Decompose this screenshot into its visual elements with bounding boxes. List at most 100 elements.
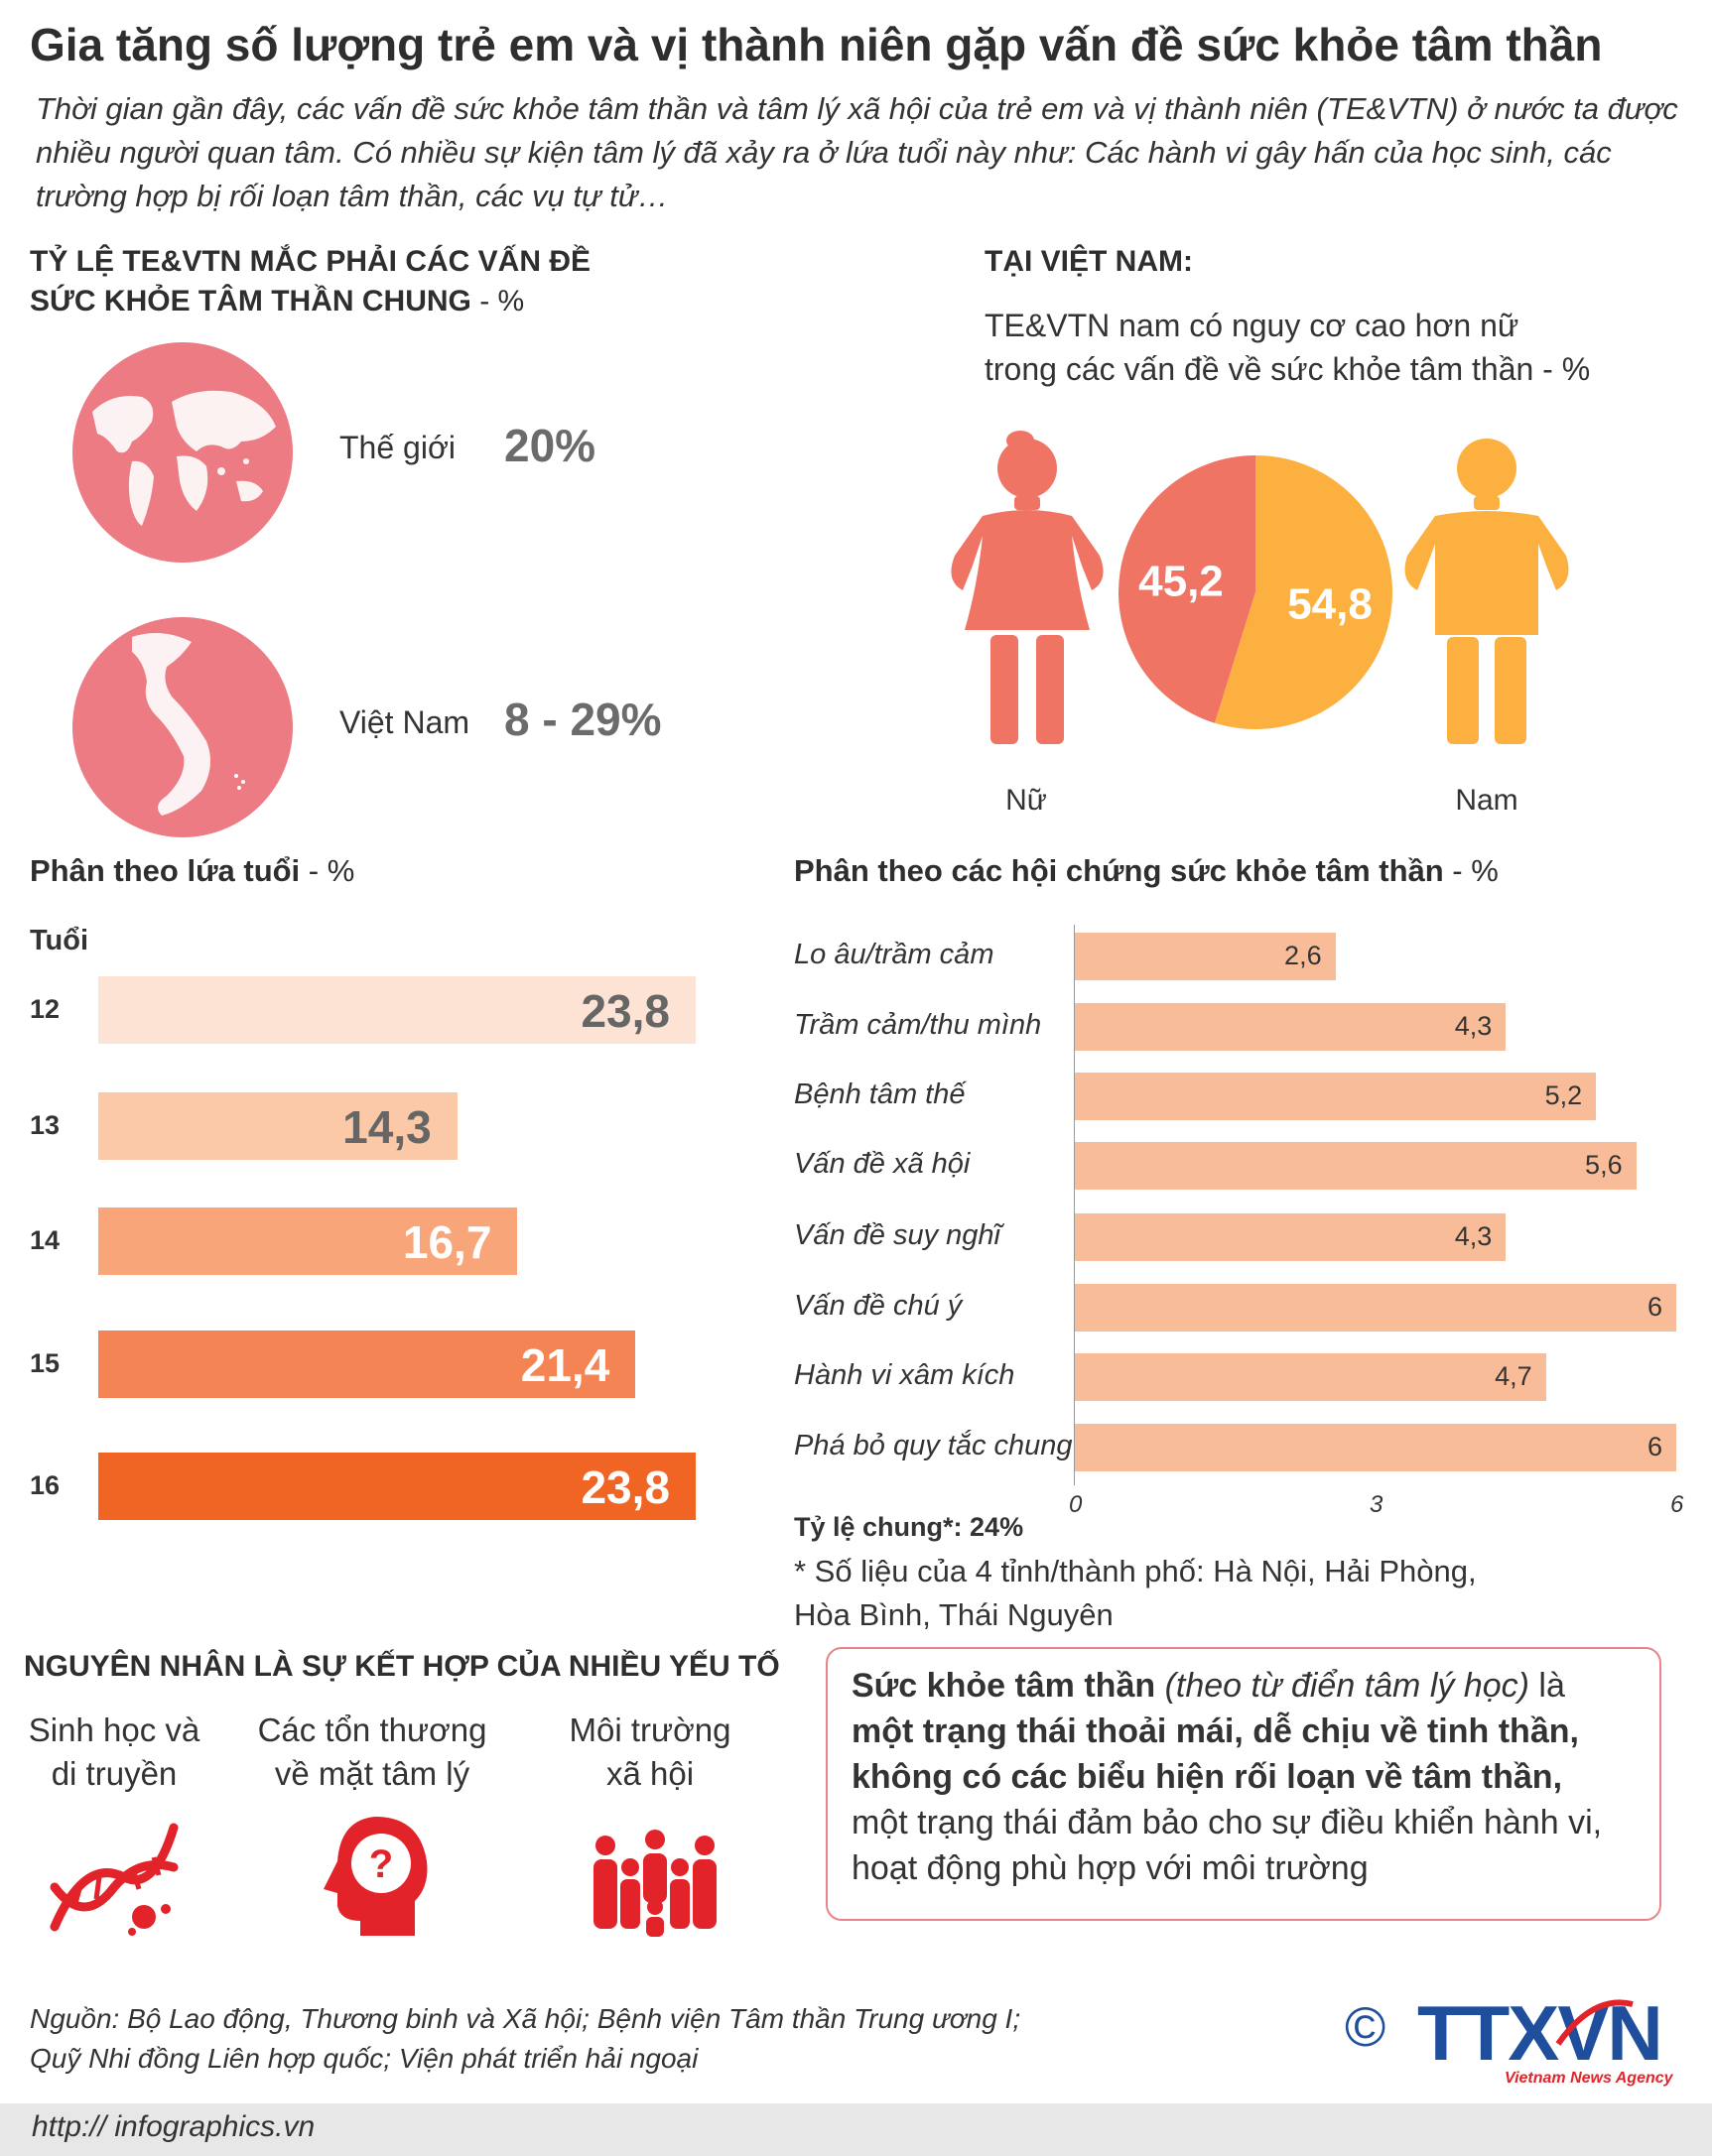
cause-social: Môi trường xã hội [536, 1709, 764, 1796]
gender-pie-chart: 45,2 54,8 [1119, 455, 1392, 729]
syndrome-axis-tick: 3 [1370, 1491, 1383, 1518]
male-label: Nam [1455, 784, 1518, 817]
world-label: Thế giới [339, 430, 457, 465]
syndrome-bar-value: 6 [1646, 1432, 1662, 1461]
syndrome-axis-tick: 0 [1069, 1491, 1083, 1518]
syndrome-bar-value: 4,3 [1454, 1221, 1493, 1251]
syndrome-bar: 5,2 [1075, 1073, 1597, 1120]
syndrome-bar-value: 4,7 [1495, 1361, 1532, 1391]
definition-text: Sức khỏe tâm thần (theo từ điển tâm lý h… [852, 1663, 1646, 1891]
cause-psychological-line2: về mặt tâm lý [274, 1755, 470, 1792]
syndrome-bar-value: 2,6 [1284, 941, 1322, 970]
cause-biology-line1: Sinh học và [28, 1712, 200, 1748]
syndrome-bar-value: 5,2 [1544, 1080, 1583, 1110]
prevalence-heading-line1: TỶ LỆ TE&VTN MẮC PHẢI CÁC VẤN ĐỀ [30, 245, 592, 278]
syndrome-bar-value: 5,6 [1585, 1150, 1623, 1180]
head-question-icon: ? [324, 1817, 428, 1936]
vietnam-subtitle-line1: TE&VTN nam có nguy cơ cao hơn nữ [985, 308, 1519, 343]
syndrome-note-line1: * Số liệu của 4 tỉnh/thành phố: Hà Nội, … [794, 1554, 1477, 1588]
syndrome-bar: 2,6 [1075, 933, 1336, 980]
world-value: 20% [504, 420, 596, 471]
world-map-icon [72, 342, 293, 563]
svg-text:?: ? [369, 1842, 393, 1886]
syndrome-bar: 5,6 [1075, 1142, 1637, 1190]
cause-biology: Sinh học và di truyền [10, 1709, 218, 1796]
age-bar: 23,8 [98, 976, 696, 1044]
pie-label-female: 45,2 [1138, 558, 1224, 606]
syndrome-bar: 4,7 [1075, 1353, 1546, 1401]
source-text: Nguồn: Bộ Lao động, Thương binh và Xã hộ… [30, 1999, 1121, 2079]
female-label: Nữ [1005, 784, 1047, 817]
syndrome-bar: 6 [1075, 1424, 1676, 1471]
age-category-label: 14 [30, 1225, 61, 1255]
syndrome-bar-value: 4,3 [1454, 1011, 1493, 1041]
syndrome-axis-tick: 6 [1670, 1491, 1684, 1518]
syndrome-heading: Phân theo các hội chứng sức khỏe tâm thầ… [794, 853, 1499, 889]
male-figure-icon [1404, 439, 1569, 744]
age-bar-value: 21,4 [520, 1339, 610, 1391]
pie-slice-female [1119, 455, 1255, 723]
vietnam-subtitle-line2: trong các vấn đề về sức khỏe tâm thần [985, 351, 1534, 387]
age-bar: 21,4 [98, 1331, 636, 1398]
ttxvn-tagline: Vietnam News Agency [1505, 2070, 1673, 2087]
vietnam-subtitle: TE&VTN nam có nguy cơ cao hơn nữ trong c… [985, 304, 1679, 391]
syndrome-category-label: Vấn đề xã hội [794, 1148, 971, 1180]
definition-box [826, 1647, 1661, 1921]
age-heading: Phân theo lứa tuổi - % [30, 853, 354, 889]
intro-text: Thời gian gần đây, các vấn đề sức khỏe t… [36, 91, 1678, 213]
cause-biology-line2: di truyền [51, 1755, 178, 1792]
age-bar: 23,8 [98, 1453, 696, 1520]
age-bar-value: 14,3 [342, 1101, 432, 1153]
syndrome-axis-line [1074, 925, 1075, 1485]
prevalence-heading: TỶ LỆ TE&VTN MẮC PHẢI CÁC VẤN ĐỀ SỨC KHỎ… [30, 242, 724, 321]
overall-rate-value: 24% [970, 1512, 1024, 1542]
syndrome-bar: 4,3 [1075, 1003, 1507, 1051]
age-category-label: 16 [30, 1470, 61, 1500]
vietnam-label: Việt Nam [339, 704, 470, 740]
overall-rate: Tỷ lệ chung*: 24% [794, 1512, 1023, 1543]
syndrome-category-label: Trầm cảm/thu mình [794, 1009, 1042, 1041]
copyright-symbol: © [1345, 1995, 1386, 2058]
footer-url[interactable]: http:// infographics.vn [32, 2110, 316, 2143]
syndrome-category-label: Vấn đề suy nghĩ [794, 1219, 1000, 1251]
age-bar: 14,3 [98, 1092, 458, 1160]
definition-term: Sức khỏe tâm thần [852, 1667, 1156, 1705]
age-category-label: 12 [30, 994, 61, 1024]
age-bar: 16,7 [98, 1207, 518, 1275]
age-bar-value: 16,7 [402, 1216, 492, 1268]
definition-source: (theo từ điển tâm lý học) [1155, 1667, 1529, 1705]
pie-slice-male [1215, 455, 1392, 729]
age-category-label: 15 [30, 1348, 61, 1378]
footer-bar [0, 2103, 1712, 2156]
syndrome-bar: 4,3 [1075, 1213, 1507, 1261]
vietnam-heading: TẠI VIỆT NAM: [985, 245, 1193, 278]
definition-bold-line1: một trạng thái thoải mái, dễ chịu về tin… [852, 1712, 1579, 1750]
age-category-label: 13 [30, 1110, 61, 1140]
syndrome-bar: 6 [1075, 1284, 1676, 1332]
people-group-icon [593, 1830, 717, 1937]
cause-psychological: Các tổn thương về mặt tâm lý [248, 1709, 496, 1796]
ttxvn-swoosh-icon [1555, 1999, 1634, 2046]
syndrome-bar-value: 6 [1646, 1292, 1662, 1322]
source-line2: Quỹ Nhi đồng Liên hợp quốc; Viện phát tr… [30, 2043, 699, 2074]
syndrome-heading-text: Phân theo các hội chứng sức khỏe tâm thầ… [794, 853, 1444, 888]
vietnam-map-icon [72, 617, 293, 837]
overall-rate-label: Tỷ lệ chung*: [794, 1512, 963, 1542]
syndrome-category-label: Hành vi xâm kích [794, 1359, 1015, 1391]
vietnam-unit: - % [1533, 351, 1591, 387]
definition-bold-line2: không có các biểu hiện rối loạn về tâm t… [852, 1758, 1563, 1796]
syndrome-unit: - % [1443, 853, 1499, 888]
age-unit: - % [300, 853, 355, 888]
causes-heading: NGUYÊN NHÂN LÀ SỰ KẾT HỢP CỦA NHIỀU YẾU … [24, 1650, 780, 1683]
age-bar-value: 23,8 [581, 1461, 670, 1513]
source-line1: Nguồn: Bộ Lao động, Thương binh và Xã hộ… [30, 2003, 1021, 2034]
syndrome-category-label: Phá bỏ quy tắc chung [794, 1430, 1073, 1461]
syndrome-category-label: Bệnh tâm thế [794, 1078, 966, 1110]
definition-is: là [1528, 1667, 1565, 1705]
page-title: Gia tăng số lượng trẻ em và vị thành niê… [30, 19, 1603, 70]
syndrome-category-label: Vấn đề chú ý [794, 1290, 963, 1322]
cause-psychological-line1: Các tổn thương [257, 1712, 487, 1748]
syndrome-category-label: Lo âu/trầm cảm [794, 939, 994, 970]
dna-icon [50, 1823, 179, 1936]
prevalence-heading-line2: SỨC KHỎE TÂM THẦN CHUNG [30, 285, 471, 317]
